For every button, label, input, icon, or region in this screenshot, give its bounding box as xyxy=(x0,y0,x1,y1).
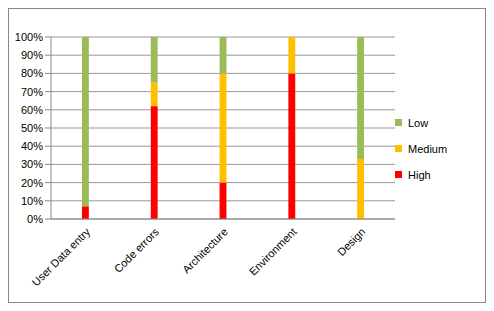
svg-text:10%: 10% xyxy=(21,195,43,207)
svg-text:Environment: Environment xyxy=(247,225,299,277)
svg-text:70%: 70% xyxy=(21,86,43,98)
svg-text:80%: 80% xyxy=(21,67,43,79)
svg-text:30%: 30% xyxy=(21,158,43,170)
svg-text:20%: 20% xyxy=(21,177,43,189)
svg-text:Design: Design xyxy=(335,225,368,258)
svg-text:0%: 0% xyxy=(27,213,43,225)
svg-text:40%: 40% xyxy=(21,140,43,152)
svg-text:90%: 90% xyxy=(21,49,43,61)
svg-text:100%: 100% xyxy=(15,31,43,43)
html-text:Medium: Medium xyxy=(408,142,448,155)
svg-text:50%: 50% xyxy=(21,122,43,134)
svg-text:User Data entry: User Data entry xyxy=(29,225,92,288)
svg-text:Architecture: Architecture xyxy=(180,225,230,275)
html-text:Low: Low xyxy=(408,116,429,129)
svg-text:60%: 60% xyxy=(21,104,43,116)
svg-text:Code errors: Code errors xyxy=(112,225,162,275)
html-text:High: High xyxy=(408,168,431,181)
